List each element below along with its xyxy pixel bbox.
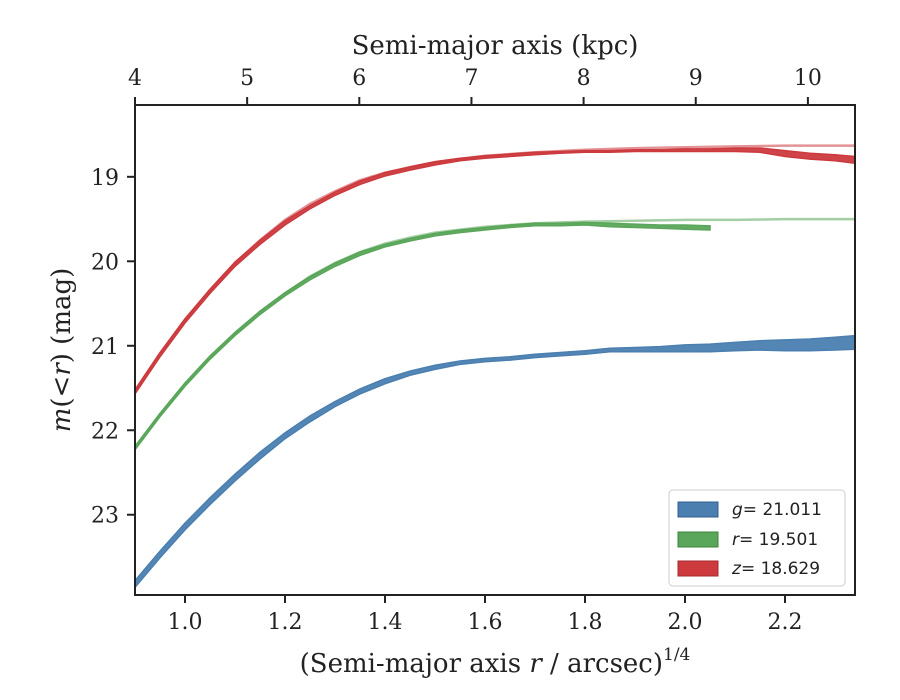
series-model-r [135, 217, 855, 449]
x-tick-label: 1.2 [268, 610, 303, 635]
x-axis-title: (Semi-major axis r / arcsec)1/4 [300, 645, 691, 679]
x-axis-title-main: (Semi-major axis [300, 649, 530, 679]
legend-entry-z: z= 18.629 [677, 559, 820, 579]
series-band-g [135, 334, 855, 589]
top-tick-label: 10 [794, 66, 822, 91]
y-axis-title-mid: (< [47, 376, 77, 408]
legend-swatch-g [677, 501, 719, 518]
legend-entry-g: g= 21.011 [677, 500, 822, 520]
series-model-z [135, 144, 855, 393]
y-axis-title-var: m [47, 408, 77, 433]
y-axis-title: m(<r) (mag) [47, 268, 77, 433]
y-tick-label: 22 [91, 419, 119, 444]
top-tick-label: 6 [352, 66, 366, 91]
legend-val-z: = 18.629 [741, 559, 820, 579]
x-tick-label: 1.4 [368, 610, 403, 635]
legend-label-r: r= 19.501 [732, 530, 818, 550]
top-axis-title: Semi-major axis (kpc) [352, 31, 639, 61]
top-tick-label: 7 [464, 66, 478, 91]
legend-var-r: r [732, 530, 740, 550]
y-tick-label: 19 [91, 166, 119, 191]
top-tick-label: 5 [240, 66, 254, 91]
legend: g= 21.011 r= 19.501 z= 18.629 [668, 489, 846, 587]
x-tick-label: 2.0 [668, 610, 703, 635]
legend-entry-r: r= 19.501 [677, 530, 818, 550]
legend-val-g: = 21.011 [743, 500, 822, 520]
legend-swatch-r [677, 531, 719, 548]
legend-var-g: g [732, 500, 743, 520]
y-tick-label: 23 [91, 504, 119, 529]
x-axis-title-var: r [529, 649, 543, 679]
x-tick-label: 2.2 [768, 610, 803, 635]
x-tick-label: 1.0 [168, 610, 203, 635]
y-tick-label: 21 [91, 335, 119, 360]
legend-val-r: = 19.501 [739, 530, 818, 550]
ticks-layer: 1.0 1.2 1.4 1.6 1.8 2.0 2.2 19 20 21 22 23 4 5 6 7 8 9 10 [91, 66, 822, 635]
top-tick-label: 4 [128, 66, 142, 91]
y-axis-title-var2: r [47, 362, 77, 376]
x-tick-label: 1.6 [468, 610, 503, 635]
x-axis-title-sup: 1/4 [663, 645, 690, 665]
top-tick-label: 9 [689, 66, 703, 91]
top-tick-label: 8 [577, 66, 591, 91]
series-layer [135, 144, 855, 589]
legend-swatch-z [677, 560, 719, 577]
y-axis-title-rest: ) (mag) [47, 268, 77, 364]
y-tick-label: 20 [91, 250, 119, 275]
legend-label-z: z= 18.629 [731, 559, 820, 579]
x-axis-title-rest: / arcsec) [542, 649, 663, 679]
plot-frame [134, 104, 856, 596]
legend-var-z: z [731, 559, 742, 579]
legend-label-g: g= 21.011 [732, 500, 822, 520]
x-tick-label: 1.8 [568, 610, 603, 635]
